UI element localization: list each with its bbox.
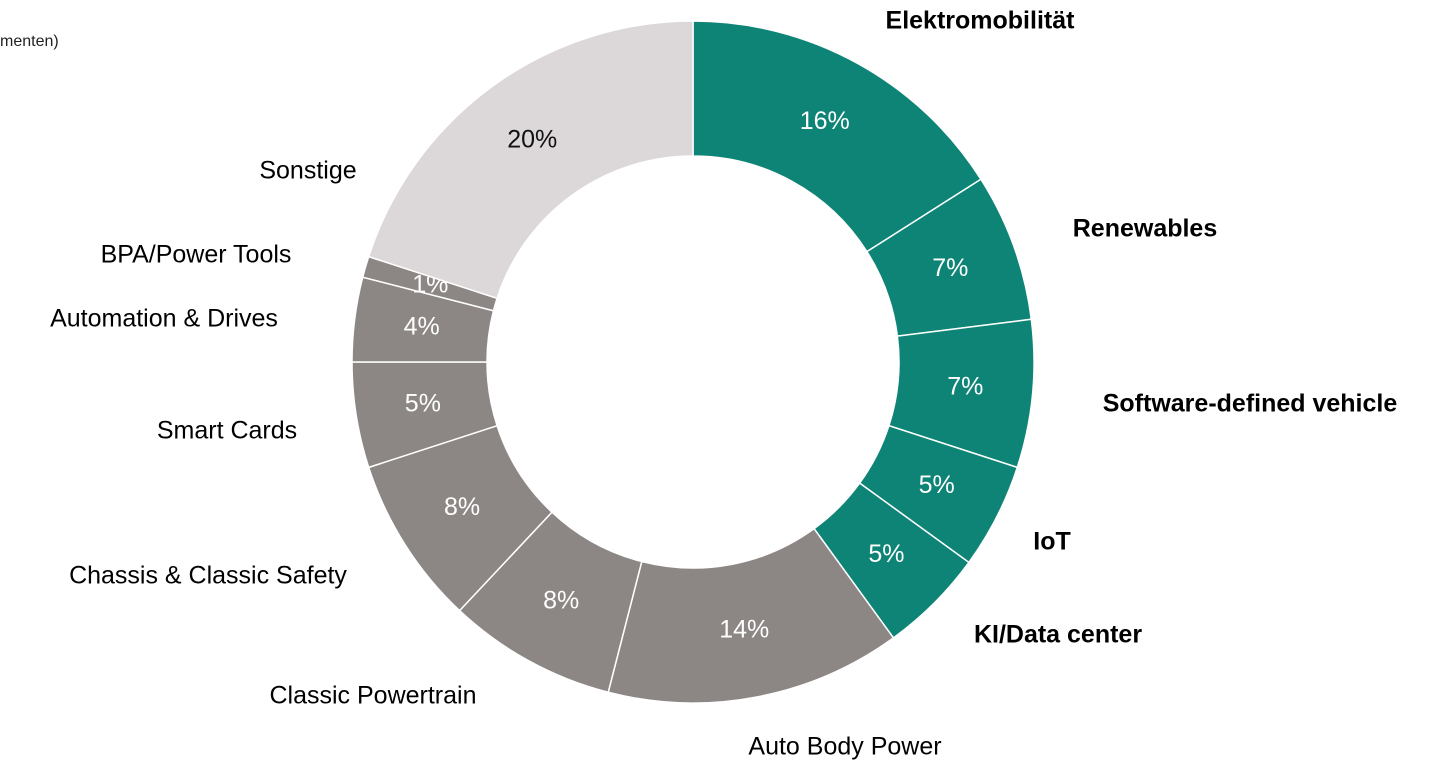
donut-segment bbox=[367, 20, 694, 300]
category-label: Automation & Drives bbox=[50, 305, 278, 333]
category-label: KI/Data center bbox=[974, 621, 1142, 649]
value-label: 8% bbox=[444, 493, 480, 521]
category-label: BPA/Power Tools bbox=[101, 241, 292, 269]
value-label: 8% bbox=[543, 586, 579, 614]
value-label: 7% bbox=[932, 254, 968, 282]
category-label: Auto Body Power bbox=[748, 733, 941, 761]
value-label: 16% bbox=[800, 107, 850, 135]
donut-segment bbox=[692, 20, 982, 253]
category-label: Chassis & Classic Safety bbox=[69, 562, 347, 590]
value-label: 4% bbox=[404, 312, 440, 340]
category-label: Elektromobilität bbox=[886, 7, 1076, 35]
subtitle: menten) bbox=[0, 33, 59, 50]
category-label: IoT bbox=[1033, 528, 1071, 556]
value-label: 20% bbox=[507, 125, 557, 153]
category-label: Software-defined vehicle bbox=[1103, 390, 1398, 418]
value-label: 5% bbox=[405, 389, 441, 417]
category-label: Sonstige bbox=[259, 157, 356, 185]
value-label: 7% bbox=[947, 372, 983, 400]
value-label: 14% bbox=[719, 615, 769, 643]
category-label: Classic Powertrain bbox=[269, 682, 476, 710]
category-label: Smart Cards bbox=[157, 417, 297, 445]
value-label: 5% bbox=[919, 471, 955, 499]
value-label: 5% bbox=[868, 540, 904, 568]
category-label: Renewables bbox=[1073, 215, 1218, 243]
